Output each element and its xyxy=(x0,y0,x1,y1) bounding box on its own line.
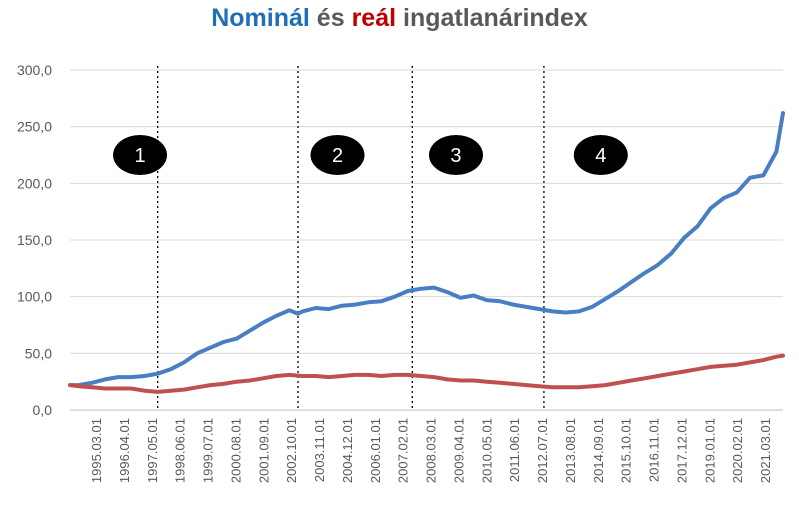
period-badge: 3 xyxy=(428,135,483,175)
period-badges: 1 2 3 4 xyxy=(113,135,628,175)
x-tick-label: 1997.05.01 xyxy=(145,418,160,483)
x-tick-label: 1995.03.01 xyxy=(89,418,104,483)
x-tick-label: 2021.03.01 xyxy=(758,418,773,483)
period-badge: 2 xyxy=(310,135,365,175)
period-dividers xyxy=(157,66,545,410)
gridlines xyxy=(70,69,783,411)
period-badge-label: 3 xyxy=(450,145,461,167)
title-connector: és xyxy=(309,4,352,32)
y-tick-label: 250,0 xyxy=(17,119,52,135)
title-nominal: Nominál xyxy=(211,4,310,32)
x-axis-tick-labels: 1995.03.01 1996.04.01 1997.05.01 1998.06.01… xyxy=(89,418,773,483)
x-tick-label: 2002.10.01 xyxy=(284,418,299,483)
x-tick-label: 1998.06.01 xyxy=(173,418,188,483)
series-line-real xyxy=(68,353,785,394)
period-badge-label: 1 xyxy=(134,145,145,167)
period-badge-shape xyxy=(310,135,365,175)
title-rest: ingatlanárindex xyxy=(396,4,588,32)
x-tick-label: 2001.09.01 xyxy=(256,418,271,483)
period-badge-shape xyxy=(573,135,628,175)
y-tick-label: 150,0 xyxy=(17,232,52,248)
x-tick-label: 2009.04.01 xyxy=(451,418,466,483)
period-badge: 1 xyxy=(113,135,168,175)
series-lines xyxy=(68,111,785,394)
x-tick-label: 2007.02.01 xyxy=(396,418,411,483)
x-tick-label: 2019.01.01 xyxy=(702,418,717,483)
x-tick-label: 2010.05.01 xyxy=(479,418,494,483)
period-badge-label: 2 xyxy=(332,145,343,167)
x-tick-label: 2012.07.01 xyxy=(535,418,550,483)
title-real: reál xyxy=(351,4,397,32)
period-badge-shape xyxy=(113,135,168,175)
y-tick-label: 200,0 xyxy=(17,175,52,191)
chart-title: Nominál és reál ingatlanárindex xyxy=(0,4,799,33)
x-tick-label: 1999.07.01 xyxy=(201,418,216,483)
x-tick-label: 2011.06.01 xyxy=(507,418,522,482)
x-tick-label: 2000.08.01 xyxy=(228,418,243,483)
y-tick-label: 100,0 xyxy=(17,289,52,305)
x-tick-label: 2017.12.01 xyxy=(674,418,689,483)
x-tick-label: 2006.01.01 xyxy=(368,418,383,483)
period-badge-shape xyxy=(428,135,483,175)
y-tick-label: 0,0 xyxy=(33,402,53,418)
x-tick-label: 2013.08.01 xyxy=(563,418,578,483)
x-tick-label: 2016.11.01 xyxy=(647,418,662,482)
period-badge-label: 4 xyxy=(595,145,606,167)
x-tick-label: 1996.04.01 xyxy=(117,418,132,483)
y-axis-tick-labels: 0,0 50,0 100,0 150,0 200,0 250,0 300,0 xyxy=(17,62,52,418)
x-tick-label: 2004.12.01 xyxy=(340,418,355,483)
x-tick-label: 2020.02.01 xyxy=(730,418,745,483)
series-line-nominal xyxy=(68,111,785,388)
x-tick-label: 2003.11.01 xyxy=(312,418,327,482)
x-tick-label: 2008.03.01 xyxy=(424,418,439,483)
y-tick-label: 50,0 xyxy=(25,345,52,361)
x-tick-label: 2014.09.01 xyxy=(591,418,606,483)
period-badge: 4 xyxy=(573,135,628,175)
y-tick-label: 300,0 xyxy=(17,62,52,78)
x-tick-label: 2015.10.01 xyxy=(619,418,634,483)
